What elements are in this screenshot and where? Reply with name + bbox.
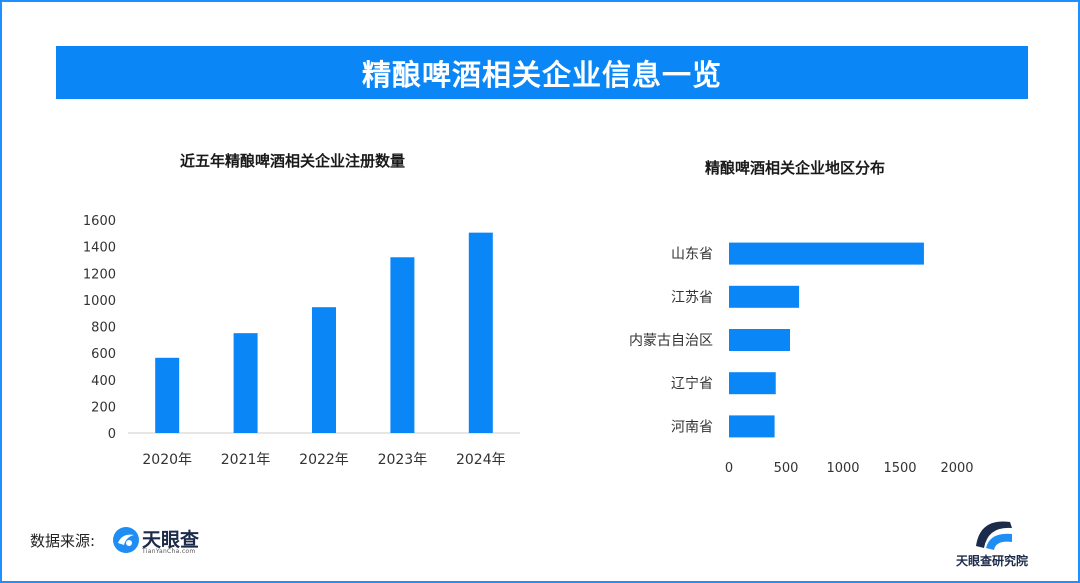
left-x-tick-label: 2020年 bbox=[142, 452, 192, 468]
right-y-tick-label: 江苏省 bbox=[671, 290, 713, 306]
left-bar bbox=[233, 333, 258, 433]
right-y-tick-label: 内蒙古自治区 bbox=[629, 333, 713, 349]
right-bar bbox=[729, 242, 924, 265]
tianyancha-logo: 天眼查 TianYanCha.com bbox=[112, 524, 212, 556]
left-y-tick-label: 1200 bbox=[83, 267, 116, 282]
right-bar bbox=[729, 329, 790, 351]
logo-text: 天眼查 bbox=[142, 529, 200, 551]
left-x-tick-label: 2022年 bbox=[299, 452, 349, 468]
right-chart-title: 精酿啤酒相关企业地区分布 bbox=[705, 159, 886, 177]
left-bar bbox=[468, 232, 493, 433]
right-bar bbox=[729, 415, 775, 438]
left-y-tick-label: 800 bbox=[91, 321, 116, 336]
left-y-tick-label: 0 bbox=[108, 427, 116, 442]
left-bar bbox=[312, 307, 336, 433]
left-bar bbox=[155, 357, 180, 433]
research-institute-logo: 天眼查研究院 bbox=[950, 510, 1040, 570]
logo-swirl-icon bbox=[113, 527, 139, 553]
institute-name: 天眼查研究院 bbox=[956, 554, 1029, 568]
left-y-tick-label: 200 bbox=[91, 400, 116, 415]
left-x-tick-label: 2023年 bbox=[378, 452, 428, 468]
left-chart-title: 近五年精酿啤酒相关企业注册数量 bbox=[180, 152, 406, 170]
logo-subtext: TianYanCha.com bbox=[142, 548, 196, 555]
institute-arc-icon bbox=[976, 521, 1012, 550]
right-x-tick-label: 1500 bbox=[883, 461, 916, 476]
right-y-tick-label: 辽宁省 bbox=[671, 375, 713, 392]
left-y-tick-label: 1000 bbox=[83, 294, 116, 309]
left-x-tick-label: 2024年 bbox=[456, 452, 506, 468]
left-bar bbox=[390, 257, 415, 433]
left-y-tick-label: 400 bbox=[91, 374, 116, 389]
left-y-tick-label: 1400 bbox=[83, 241, 116, 256]
title-banner: 精酿啤酒相关企业信息一览 bbox=[56, 46, 1028, 99]
right-x-tick-label: 1000 bbox=[826, 461, 859, 476]
right-x-tick-label: 500 bbox=[774, 461, 799, 476]
left-x-tick-label: 2021年 bbox=[221, 452, 271, 468]
right-y-tick-label: 河南省 bbox=[671, 419, 713, 435]
right-x-tick-label: 2000 bbox=[940, 461, 973, 476]
right-bar bbox=[729, 285, 800, 308]
right-y-tick-label: 山东省 bbox=[671, 247, 713, 263]
right-x-tick-label: 0 bbox=[725, 461, 733, 476]
page-title: 精酿啤酒相关企业信息一览 bbox=[361, 57, 722, 92]
left-y-tick-label: 1600 bbox=[83, 214, 116, 229]
right-bar bbox=[729, 372, 776, 395]
source-label: 数据来源: bbox=[30, 532, 96, 550]
left-y-tick-label: 600 bbox=[91, 347, 116, 362]
